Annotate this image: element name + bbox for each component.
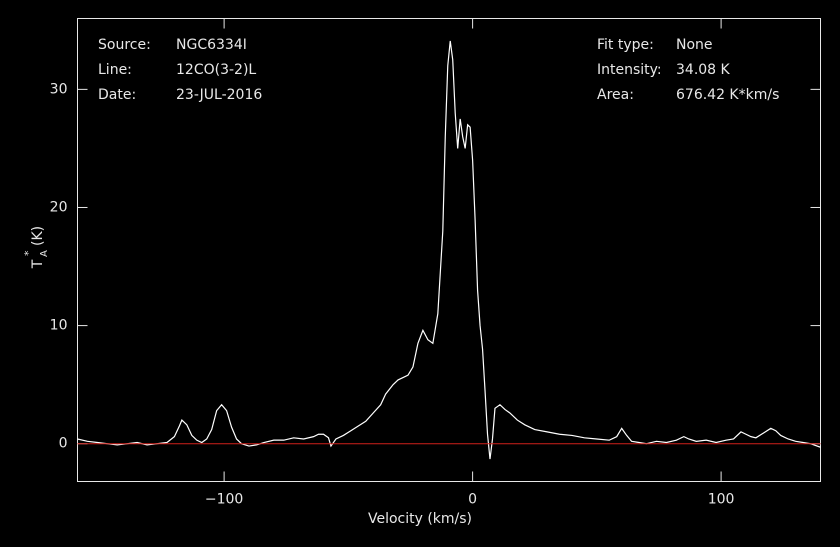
- info-value: 23-JUL-2016: [176, 87, 262, 103]
- y-axis-label: T * A (K): [22, 226, 50, 269]
- info-value: None: [676, 37, 713, 53]
- info-value: 676.42 K*km/s: [676, 87, 779, 103]
- info-label: Line:: [98, 62, 132, 78]
- info-label: Fit type:: [597, 37, 654, 53]
- info-label: Date:: [98, 87, 136, 103]
- y-label-symbol: T: [30, 259, 46, 269]
- y-tick-label: 30: [50, 81, 68, 97]
- y-label-unit: (K): [30, 226, 46, 246]
- info-value: NGC6334I: [176, 37, 247, 53]
- y-tick-label: 20: [50, 199, 68, 215]
- info-label: Intensity:: [597, 62, 662, 78]
- x-tick-label: 0: [468, 492, 477, 508]
- info-label: Source:: [98, 37, 151, 53]
- y-label-subscript: A: [39, 250, 50, 257]
- x-tick-label: −100: [205, 492, 243, 508]
- spectrum-line: [77, 40, 821, 460]
- info-value: 34.08 K: [676, 62, 731, 78]
- x-tick-label: 100: [708, 492, 735, 508]
- x-axis-label: Velocity (km/s): [368, 511, 472, 527]
- y-tick-label: 0: [59, 436, 68, 452]
- plot-frame: [77, 18, 821, 482]
- y-tick-label: 10: [50, 318, 68, 334]
- y-label-superscript: *: [22, 250, 35, 256]
- info-value: 12CO(3-2)L: [176, 62, 256, 78]
- info-label: Area:: [597, 87, 634, 103]
